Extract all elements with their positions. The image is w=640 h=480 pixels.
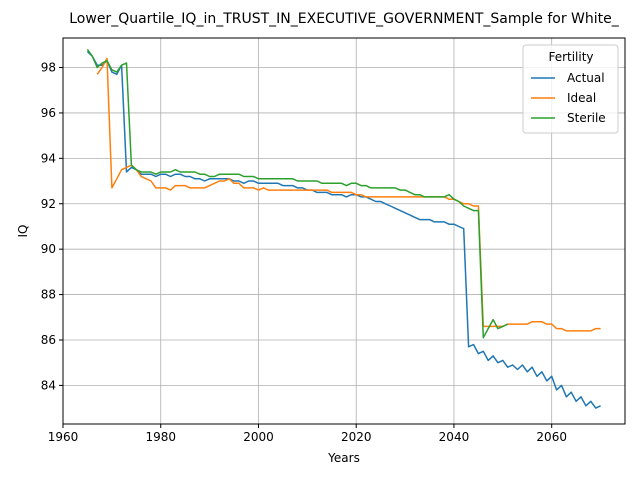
legend-box — [522, 44, 619, 134]
y-axis: 84 86 88 90 92 94 96 98 — [41, 61, 63, 392]
series-line-actual — [86, 51, 601, 409]
legend-items: Actual Ideal Sterile — [531, 71, 606, 125]
x-tick-label: 2020 — [341, 430, 372, 444]
x-tick-label: 2040 — [439, 430, 470, 444]
x-axis: 1960 1980 2000 2020 2040 2060 — [48, 424, 567, 444]
legend-label-actual: Actual — [567, 71, 605, 85]
series-line-sterile — [86, 48, 509, 339]
y-tick-label: 94 — [41, 151, 56, 165]
y-axis-label: IQ — [16, 225, 30, 238]
series-line-ideal — [96, 57, 601, 332]
y-tick-label: 84 — [41, 378, 56, 392]
legend-label-sterile: Sterile — [567, 111, 606, 125]
legend: Fertility Actual Ideal Sterile — [522, 44, 619, 134]
x-axis-label: Years — [327, 451, 360, 465]
y-tick-label: 96 — [41, 106, 56, 120]
x-tick-label: 1960 — [48, 430, 79, 444]
legend-label-ideal: Ideal — [567, 91, 596, 105]
y-tick-label: 90 — [41, 242, 56, 256]
y-tick-label: 98 — [41, 61, 56, 75]
series-lines — [86, 48, 601, 409]
chart-title: Lower_Quartile_IQ_in_TRUST_IN_EXECUTIVE_… — [69, 11, 619, 27]
x-tick-label: 2000 — [243, 430, 274, 444]
y-tick-label: 92 — [41, 197, 56, 211]
plot-frame — [62, 37, 626, 425]
x-tick-label: 2060 — [536, 430, 567, 444]
x-tick-label: 1980 — [145, 430, 176, 444]
legend-title: Fertility — [548, 50, 593, 64]
y-tick-label: 88 — [41, 288, 56, 302]
y-tick-label: 86 — [41, 333, 56, 347]
